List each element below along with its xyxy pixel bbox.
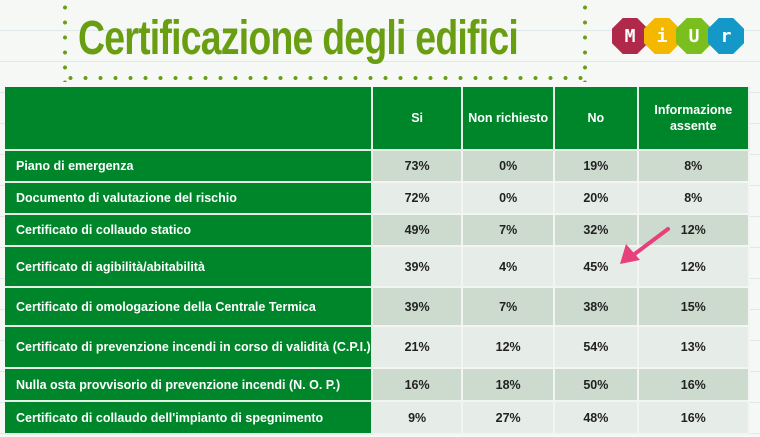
row-label: Certificato di collaudo statico <box>5 215 374 247</box>
miur-logo: M i U r <box>612 18 744 54</box>
cell-si: 39% <box>373 288 464 327</box>
cell-no: 20% <box>555 183 639 215</box>
cell-si: 21% <box>373 327 464 369</box>
logo-tile-m: M <box>612 18 648 54</box>
page-title: Certificazione degli edifici <box>78 12 519 65</box>
row-label: Documento di valutazione del rischio <box>5 183 374 215</box>
row-label: Certificato di omologazione della Centra… <box>5 288 374 327</box>
cell-info-assente: 13% <box>638 327 750 369</box>
table-row: Certificato di collaudo statico 49% 7% 3… <box>5 215 750 247</box>
table-row: Documento di valutazione del rischio 72%… <box>5 183 750 215</box>
cell-no: 38% <box>555 288 639 327</box>
row-label: Piano di emergenza <box>5 151 374 183</box>
title-frame-left <box>63 0 67 82</box>
certification-table: Si Non richiesto No Informazione assente… <box>5 87 750 435</box>
title-frame-bottom <box>63 76 587 80</box>
table-row: Certificato di collaudo dell'impianto di… <box>5 402 750 435</box>
cell-no: 54% <box>555 327 639 369</box>
logo-tile-u: U <box>676 18 712 54</box>
row-label: Certificato di collaudo dell'impianto di… <box>5 402 374 435</box>
row-label: Certificato di agibilità/abitabilità <box>5 247 374 288</box>
table-row: Piano di emergenza 73% 0% 19% 8% <box>5 151 750 183</box>
cell-si: 73% <box>373 151 464 183</box>
cell-si: 39% <box>373 247 464 288</box>
cell-non-richiesto: 27% <box>463 402 556 435</box>
table-row: Certificato di prevenzione incendi in co… <box>5 327 750 369</box>
cell-non-richiesto: 4% <box>463 247 556 288</box>
cell-info-assente: 15% <box>638 288 750 327</box>
cell-no: 48% <box>555 402 639 435</box>
cell-info-assente: 8% <box>638 183 750 215</box>
cell-si: 9% <box>373 402 464 435</box>
cell-info-assente: 12% <box>638 247 750 288</box>
row-label: Certificato di prevenzione incendi in co… <box>5 327 374 369</box>
cell-si: 16% <box>373 369 464 402</box>
arrow-icon <box>620 227 670 264</box>
table-row: Nulla osta provvisorio di prevenzione in… <box>5 369 750 402</box>
cell-non-richiesto: 0% <box>463 151 556 183</box>
header-informazione-assente: Informazione assente <box>638 87 750 151</box>
cell-non-richiesto: 0% <box>463 183 556 215</box>
header-si: Si <box>373 87 464 151</box>
cell-no: 19% <box>555 151 639 183</box>
cell-info-assente: 16% <box>638 402 750 435</box>
header-label <box>5 87 374 151</box>
cell-no: 50% <box>555 369 639 402</box>
table-row: Certificato di omologazione della Centra… <box>5 288 750 327</box>
cell-non-richiesto: 12% <box>463 327 556 369</box>
cell-non-richiesto: 18% <box>463 369 556 402</box>
cell-non-richiesto: 7% <box>463 288 556 327</box>
cell-info-assente: 16% <box>638 369 750 402</box>
logo-tile-i: i <box>644 18 680 54</box>
cell-si: 72% <box>373 183 464 215</box>
logo-tile-r: r <box>708 18 744 54</box>
cell-info-assente: 12% <box>638 215 750 247</box>
cell-no: 32% <box>555 215 639 247</box>
cell-info-assente: 8% <box>638 151 750 183</box>
title-frame-right <box>583 0 587 82</box>
cell-non-richiesto: 7% <box>463 215 556 247</box>
cell-si: 49% <box>373 215 464 247</box>
header-non-richiesto: Non richiesto <box>463 87 556 151</box>
row-label: Nulla osta provvisorio di prevenzione in… <box>5 369 374 402</box>
header-no: No <box>555 87 639 151</box>
table-header-row: Si Non richiesto No Informazione assente <box>5 87 750 151</box>
